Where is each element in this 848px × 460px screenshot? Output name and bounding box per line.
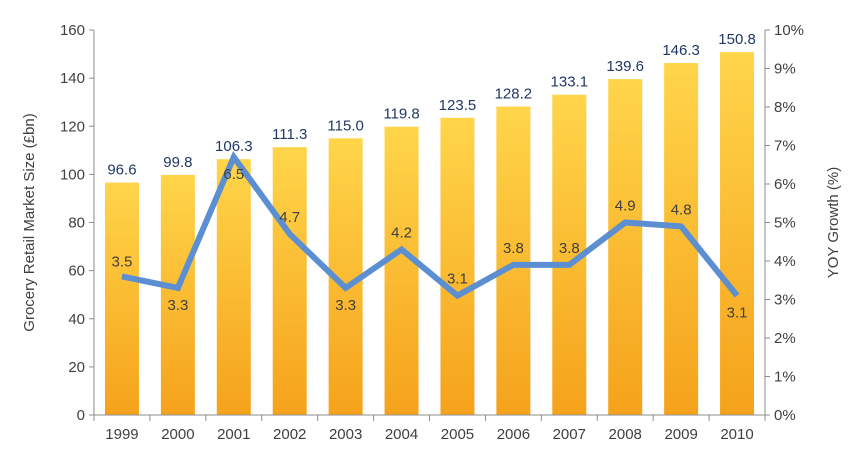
y2-tick-label: 5% xyxy=(774,215,796,232)
x-tick-label: 2001 xyxy=(217,426,250,443)
axes: 0 20 40 60 80 100 120 140 160 0% 1% 2% 3% 4% 5% 6% 7% 8% 9… xyxy=(60,22,804,443)
bar-value-label: 106.3 xyxy=(215,138,253,155)
x-tick-label: 2004 xyxy=(385,426,418,443)
bar-value-label: 99.8 xyxy=(163,154,192,171)
bar-1999 xyxy=(104,182,139,415)
y-tick-label: 160 xyxy=(60,22,85,39)
bar-value-label: 96.6 xyxy=(107,162,136,179)
y2-tick-label: 2% xyxy=(774,330,796,347)
bar-value-label: 119.8 xyxy=(383,106,419,123)
bar-value-label: 115.0 xyxy=(327,117,363,134)
y2-tick-label: 8% xyxy=(774,99,796,116)
bar-2001 xyxy=(216,159,251,415)
growth-line xyxy=(121,151,740,300)
bar-value-label: 133.1 xyxy=(551,74,589,91)
y2-tick-label: 6% xyxy=(774,176,796,193)
line-value-label: 3.1 xyxy=(727,305,748,322)
y2-tick-label: 9% xyxy=(774,61,796,78)
line-value-label: 3.3 xyxy=(335,297,356,314)
y-tick-label: 40 xyxy=(68,311,85,328)
y-tick-label: 60 xyxy=(68,263,85,280)
y-axis-title: Grocery Retail Market Size (£bn) xyxy=(21,113,38,331)
x-tick-label: 2007 xyxy=(553,426,586,443)
y2-tick-label: 1% xyxy=(774,369,796,386)
bar-value-label: 111.3 xyxy=(272,126,307,143)
line-series xyxy=(121,151,740,300)
y-tick-label: 120 xyxy=(60,118,85,135)
line-value-label: 4.9 xyxy=(615,198,636,215)
line-value-label: 4.8 xyxy=(671,201,692,218)
x-tick-label: 1999 xyxy=(105,426,138,443)
x-tick-label: 2002 xyxy=(273,426,306,443)
y-tick-label: 140 xyxy=(60,70,85,87)
x-tick-label: 2009 xyxy=(664,426,697,443)
line-value-label: 6.5 xyxy=(223,166,244,183)
y2-tick-label: 0% xyxy=(774,407,796,424)
line-value-label: 3.8 xyxy=(503,240,524,257)
line-value-label: 4.7 xyxy=(279,209,300,226)
line-value-label: 3.5 xyxy=(112,253,133,270)
x-tick-label: 2000 xyxy=(161,426,194,443)
y2-tick-label: 3% xyxy=(774,292,796,309)
bar-2004 xyxy=(384,126,419,415)
bar-2010 xyxy=(720,52,755,415)
x-tick-label: 2005 xyxy=(441,426,474,443)
y-tick-label: 20 xyxy=(68,359,85,376)
x-tick-label: 2006 xyxy=(497,426,530,443)
y2-axis-title: YOY Growth (%) xyxy=(825,167,842,278)
bar-value-label: 150.8 xyxy=(718,31,756,48)
bar-value-label: 146.3 xyxy=(662,42,700,59)
bar-value-label: 139.6 xyxy=(606,58,644,75)
bar-2008 xyxy=(608,79,643,416)
x-tick-label: 2008 xyxy=(609,426,642,443)
bar-value-label: 123.5 xyxy=(439,97,477,114)
y2-tick-label: 4% xyxy=(774,253,796,270)
x-tick-label: 2010 xyxy=(720,426,753,443)
y-tick-label: 80 xyxy=(68,215,85,232)
line-value-label: 4.2 xyxy=(391,224,412,241)
bar-value-label: 128.2 xyxy=(495,86,533,103)
bar-2005 xyxy=(440,117,475,415)
y-tick-label: 0 xyxy=(77,407,85,424)
bar-2002 xyxy=(272,147,307,415)
line-value-label: 3.8 xyxy=(559,240,580,257)
y2-tick-label: 7% xyxy=(774,138,796,155)
y2-tick-label: 10% xyxy=(774,22,804,39)
y-tick-label: 100 xyxy=(60,166,85,183)
data-labels: 96.6 99.8 106.3 111.3 115.0 119.8 123.5 128.2 13… xyxy=(107,31,755,322)
x-tick-label: 2003 xyxy=(329,426,362,443)
bar-2000 xyxy=(160,174,195,415)
line-value-label: 3.1 xyxy=(447,271,468,288)
bar-2006 xyxy=(496,106,531,416)
line-value-label: 3.3 xyxy=(167,297,188,314)
